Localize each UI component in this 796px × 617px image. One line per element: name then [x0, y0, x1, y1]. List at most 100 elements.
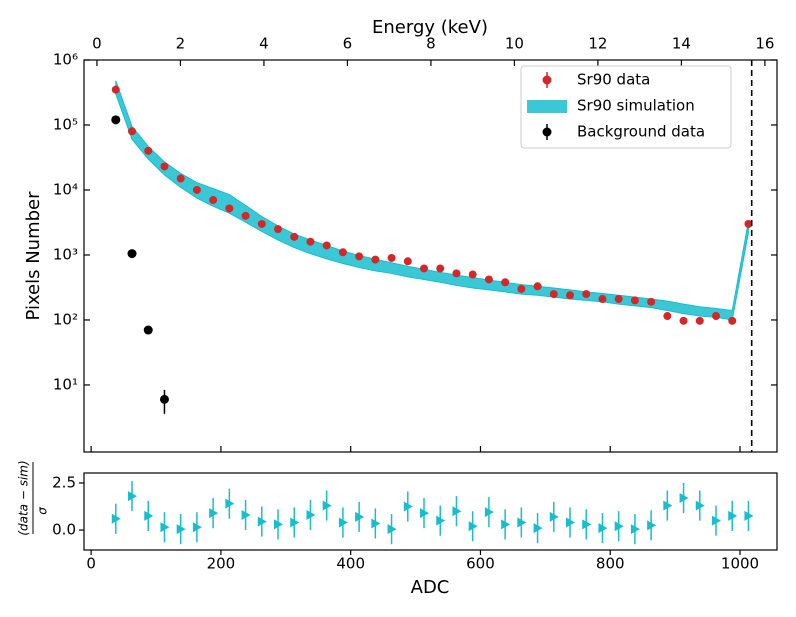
x2-axis-label: Energy (keV) [372, 17, 488, 38]
data-point [533, 282, 542, 291]
data-point [355, 252, 364, 261]
legend-marker [542, 75, 552, 85]
data-point [549, 290, 558, 299]
data-point [192, 185, 201, 194]
residual-marker [225, 498, 235, 509]
data-point [306, 237, 315, 246]
data-point [322, 241, 331, 250]
x2-tick-label: 12 [588, 35, 607, 53]
residual-marker [744, 510, 754, 521]
x-tick-label: 0 [86, 555, 96, 573]
data-point [712, 312, 721, 321]
x2-tick-label: 4 [259, 35, 269, 53]
residual-marker [598, 523, 608, 534]
residual-marker [306, 509, 316, 520]
residual-marker [176, 524, 186, 535]
residual-marker [712, 515, 722, 526]
x2-tick-label: 14 [672, 35, 691, 53]
data-point [257, 219, 266, 228]
residual-marker [614, 521, 624, 532]
x2-tick-label: 6 [343, 35, 353, 53]
residual-marker [322, 500, 332, 511]
data-point [501, 278, 510, 287]
data-point [241, 211, 250, 220]
x2-tick-label: 8 [426, 35, 436, 53]
data-point [582, 290, 591, 299]
data-point [695, 316, 704, 325]
x-tick-label: 1000 [721, 555, 759, 573]
data-point [647, 297, 656, 306]
residual-marker [484, 507, 494, 518]
residual-marker [241, 509, 251, 520]
data-point [452, 269, 461, 278]
x-axis-label: ADC [411, 577, 450, 598]
y-tick-label: 10⁵ [53, 115, 78, 133]
legend-box [520, 65, 732, 149]
y-axis-label: Pixels Number [23, 191, 44, 321]
residual-marker [274, 519, 284, 530]
residual-marker [338, 517, 348, 528]
y-tick-label: 10⁴ [53, 180, 78, 198]
x-tick-label: 400 [336, 555, 365, 573]
x2-tick-label: 0 [92, 35, 102, 53]
residual-marker [144, 510, 154, 521]
data-point [728, 316, 737, 325]
data-point [420, 264, 429, 273]
residual-marker [630, 524, 640, 535]
legend-label: Sr90 simulation [577, 97, 695, 115]
data-point [517, 284, 526, 293]
residual-marker [549, 511, 559, 522]
background-point [127, 249, 137, 259]
data-point [630, 296, 639, 305]
legend-marker [542, 127, 552, 137]
data-point [225, 204, 234, 213]
y-tick-label: 10¹ [53, 375, 78, 393]
data-point [566, 291, 575, 300]
background-point [111, 115, 121, 125]
residual-marker [355, 511, 365, 522]
residual-marker [663, 500, 673, 511]
residual-marker [501, 519, 511, 530]
residual-label-num: (data − sim) [17, 460, 31, 535]
data-point [744, 219, 753, 228]
residual-marker [111, 513, 121, 524]
data-point [468, 270, 477, 279]
data-point [290, 232, 299, 241]
y-tick-label: 10⁶ [53, 51, 78, 69]
residual-marker [160, 522, 170, 533]
residual-marker [695, 500, 705, 511]
residual-marker [209, 508, 219, 519]
x-tick-label: 200 [207, 555, 236, 573]
data-point [338, 248, 347, 257]
y-tick-label: 0.0 [52, 521, 76, 539]
y-tick-label: 10³ [53, 245, 78, 263]
residual-marker [192, 522, 202, 533]
residual-marker [387, 524, 397, 535]
data-point [274, 225, 283, 234]
residual-marker [647, 520, 657, 531]
data-point [128, 127, 137, 136]
x-tick-label: 800 [596, 555, 625, 573]
background-point [159, 394, 169, 404]
data-point [160, 162, 169, 171]
legend-label: Sr90 data [577, 71, 650, 89]
data-point [679, 316, 688, 325]
residual-marker [679, 493, 689, 504]
simulation-band [115, 80, 749, 321]
residual-marker [290, 517, 300, 528]
x-tick-label: 600 [466, 555, 495, 573]
background-point [143, 325, 153, 335]
data-point [371, 255, 380, 264]
x2-tick-label: 16 [755, 35, 774, 53]
residual-frame [83, 472, 778, 551]
residual-marker [371, 518, 381, 529]
legend-swatch [527, 100, 567, 113]
data-point [436, 264, 445, 273]
data-point [614, 295, 623, 304]
residual-label-den: σ [36, 507, 50, 515]
data-point [598, 295, 607, 304]
data-point [176, 174, 185, 183]
residual-marker [257, 516, 267, 527]
data-point [403, 257, 412, 266]
